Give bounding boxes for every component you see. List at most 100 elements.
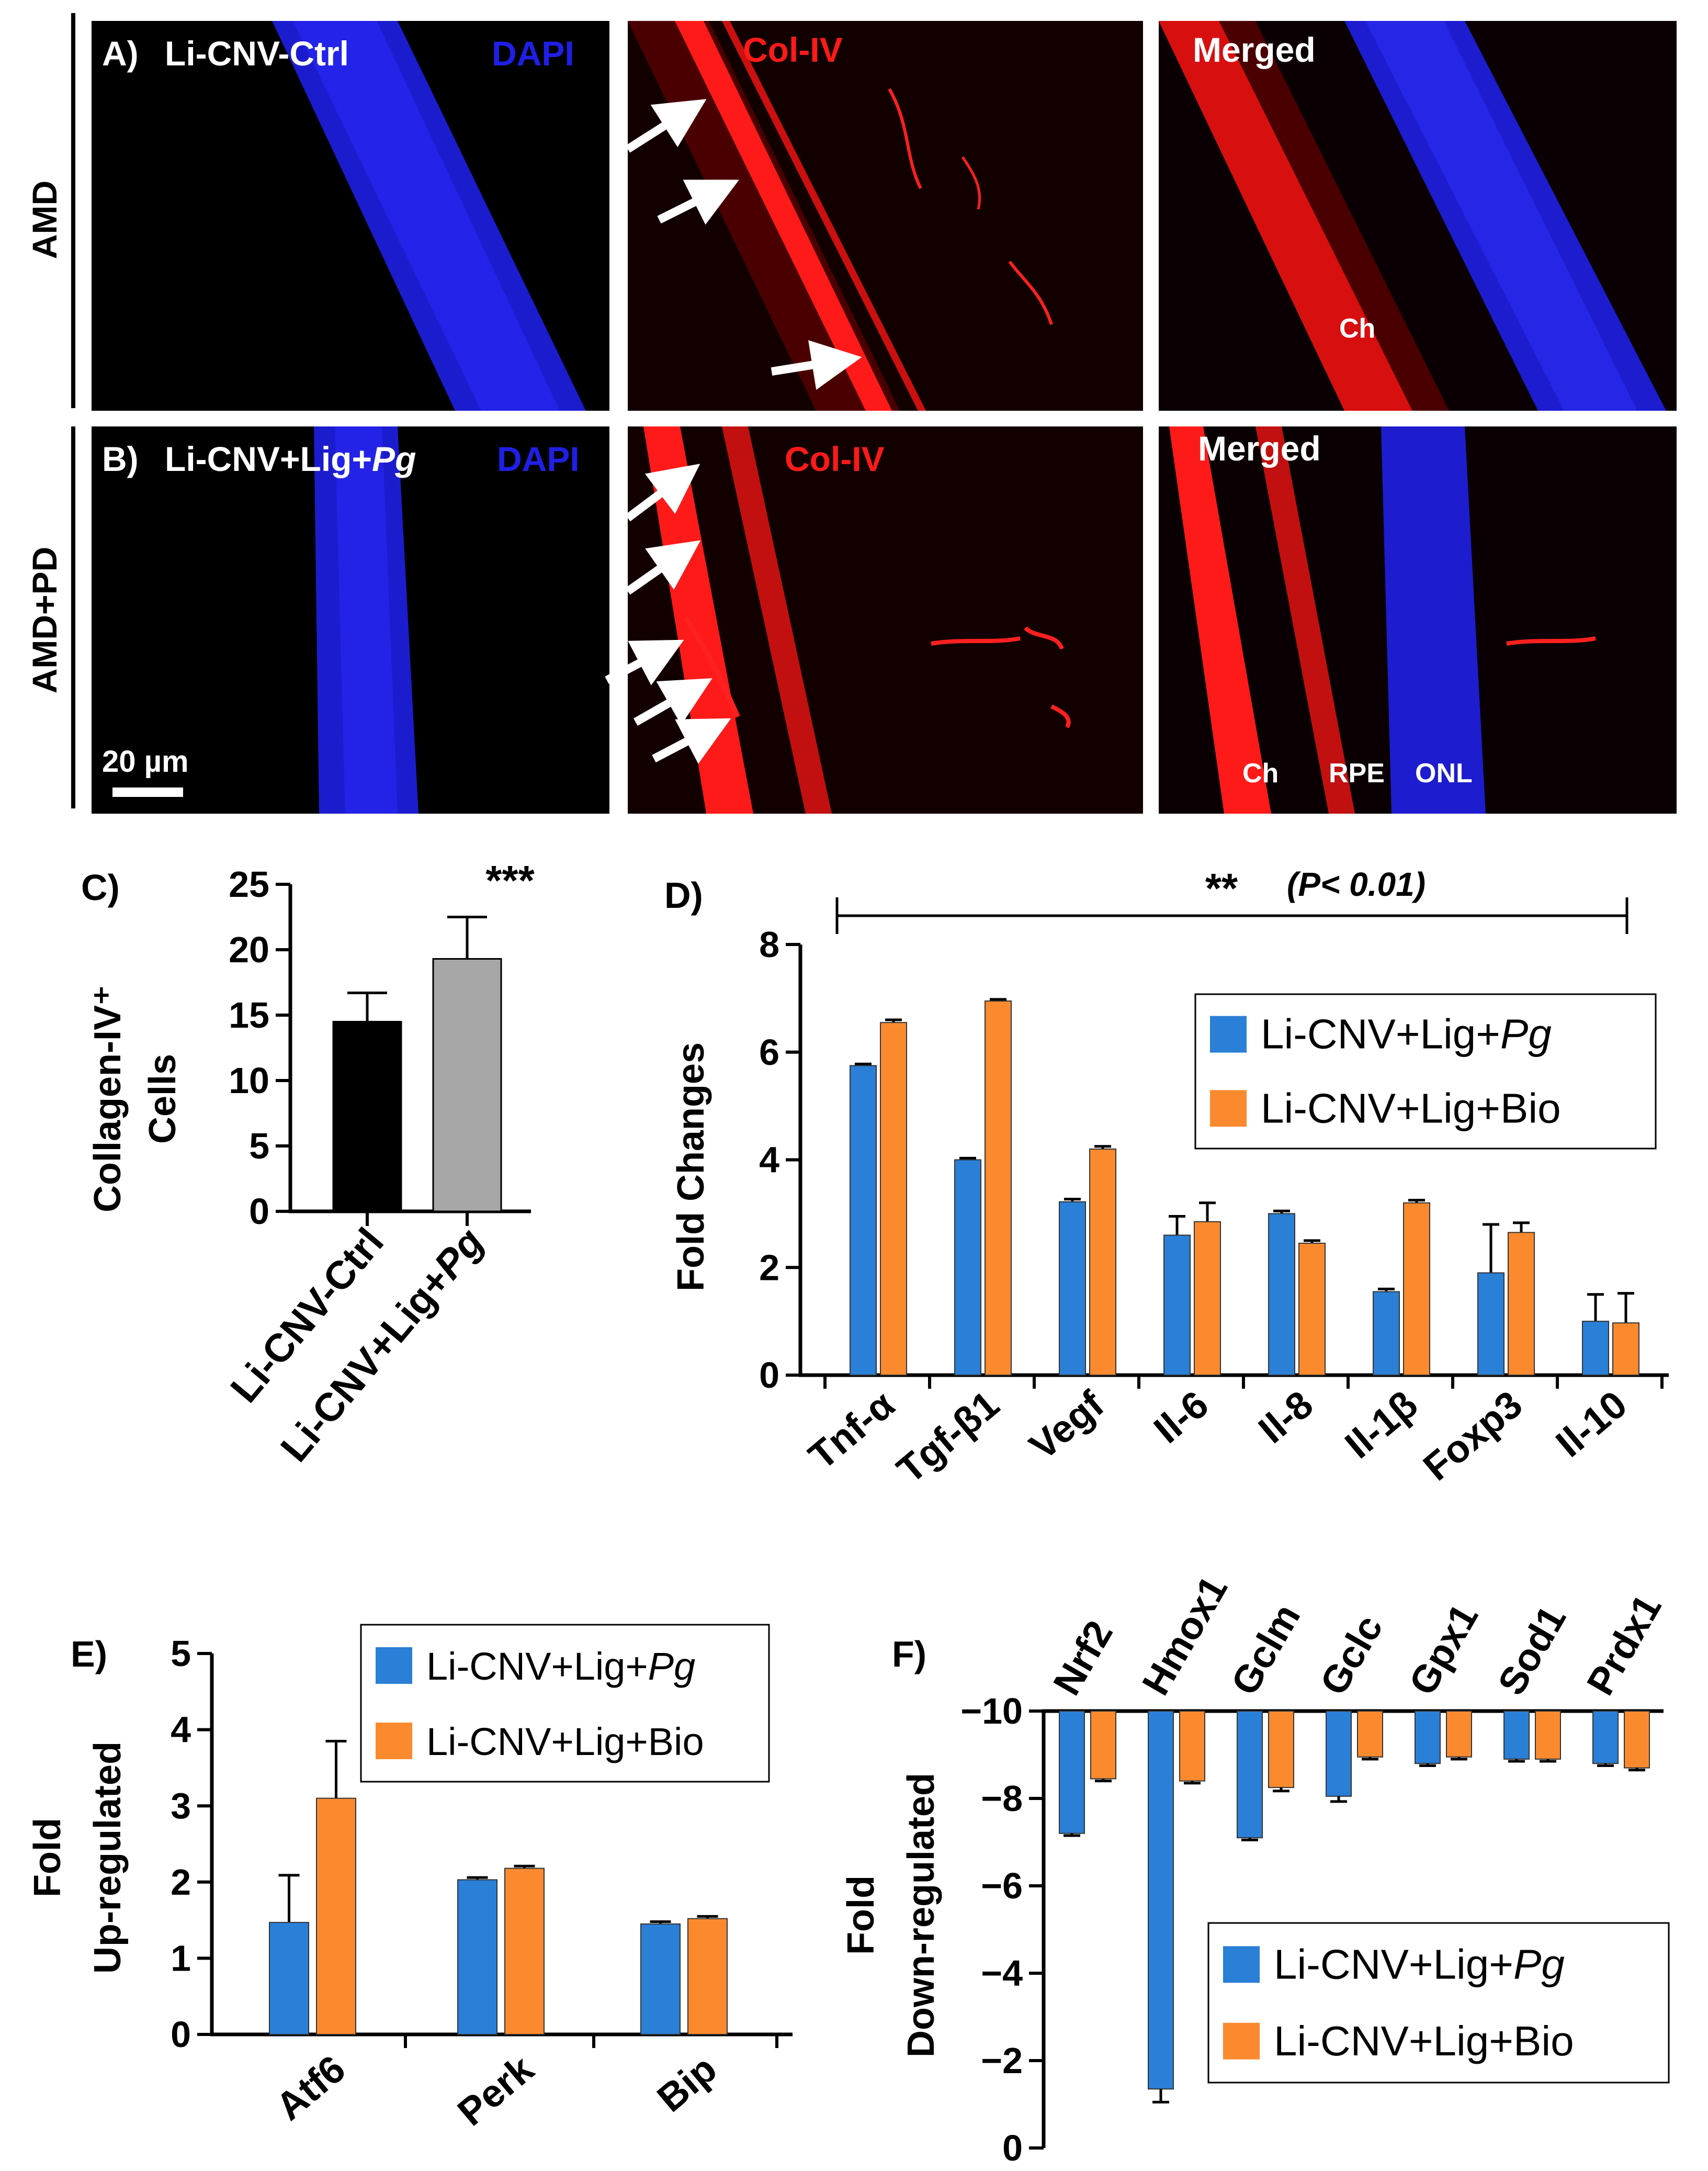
y-tick-label: −6 bbox=[981, 1865, 1023, 1906]
bar bbox=[1268, 1711, 1294, 1788]
bar bbox=[1582, 1321, 1609, 1376]
bar bbox=[1403, 1202, 1430, 1376]
legend-swatch bbox=[376, 1647, 412, 1684]
x-tick-label: Nrf2 bbox=[1045, 1613, 1121, 1702]
arrow-icon bbox=[771, 340, 862, 390]
x-tick-label: Sod1 bbox=[1489, 1599, 1574, 1702]
y-tick-label: 15 bbox=[229, 995, 269, 1036]
scale-bar bbox=[112, 788, 183, 797]
bar bbox=[687, 1918, 728, 2035]
chart-c: C) Collagen-IV⁺ Cells *** 0510152025Li-C… bbox=[81, 857, 535, 1470]
bar bbox=[1415, 1711, 1441, 1764]
legend-label: Li-CNV+Lig+Bio bbox=[426, 1720, 704, 1763]
x-tick-label: Bip bbox=[649, 2047, 725, 2120]
x-tick-label: Vegf bbox=[1021, 1382, 1112, 1468]
y-tick-label: 0 bbox=[1002, 2128, 1023, 2168]
chart-e-panel-label: E) bbox=[71, 1634, 107, 1674]
bar bbox=[1612, 1322, 1639, 1376]
legend-label: Li-CNV+Lig+Bio bbox=[1261, 1085, 1561, 1131]
panel-a-title: Li-CNV-Ctrl bbox=[165, 34, 349, 73]
chart-c-ylabel-1: Collagen-IV⁺ bbox=[87, 985, 129, 1212]
y-tick-label: 5 bbox=[249, 1126, 269, 1166]
micrograph-grid: AMD AMD+PD A) Li-CNV-Ctrl DAPI Col-IV bbox=[25, 13, 1677, 814]
bar bbox=[1535, 1711, 1561, 1760]
legend-label: Li-CNV+Lig+Pg bbox=[1274, 1941, 1565, 1987]
bar bbox=[880, 1022, 907, 1376]
y-tick-label: 20 bbox=[229, 929, 269, 970]
bar bbox=[985, 1000, 1012, 1376]
bar bbox=[504, 1868, 545, 2035]
bar bbox=[1592, 1711, 1619, 1764]
chart-d: D) Fold Changes ** (P< 0.01) 0 2 4 6 8 Tnf-αT… bbox=[664, 865, 1669, 1492]
y-tick-label: 1 bbox=[171, 1938, 191, 1978]
legend-swatch bbox=[376, 1723, 412, 1759]
chart-f-ylabel-2: Down-regulated bbox=[900, 1773, 942, 2057]
x-tick-label: Gpx1 bbox=[1400, 1596, 1486, 1702]
panel-b-merged-label: Merged bbox=[1198, 429, 1321, 468]
panel-b-col-iv: Col-IV bbox=[605, 426, 1143, 814]
panel-a-ch-label: Ch bbox=[1339, 313, 1375, 344]
x-tick-label: Foxp3 bbox=[1415, 1382, 1530, 1489]
legend-box bbox=[1207, 1922, 1670, 2084]
chart-e: E) Fold Up-regulated 0 1 2 3 4 5 Atf6 Perk Bip Li… bbox=[27, 1624, 793, 2134]
panel-a-col-label: Col-IV bbox=[743, 30, 843, 69]
bar bbox=[457, 1879, 497, 2035]
chart-f-ylabel-1: Fold bbox=[840, 1875, 882, 1955]
bar bbox=[1089, 1148, 1116, 1376]
arrow-icon bbox=[652, 718, 731, 764]
x-tick-label: Il-1β bbox=[1337, 1382, 1426, 1467]
x-tick-label: Gclc bbox=[1311, 1608, 1391, 1702]
x-tick-label: Gclm bbox=[1223, 1596, 1308, 1702]
panel-b-rpe-label: RPE bbox=[1329, 758, 1385, 789]
panel-b-title: Li-CNV+Lig+Pg bbox=[165, 440, 416, 478]
row-label-amd: AMD bbox=[25, 181, 64, 259]
bar bbox=[1477, 1272, 1505, 1376]
bar bbox=[1090, 1711, 1116, 1780]
legend-swatch bbox=[1210, 1090, 1247, 1127]
bar bbox=[1268, 1213, 1295, 1376]
x-tick-label: Prdx1 bbox=[1578, 1587, 1670, 1702]
bar bbox=[1357, 1711, 1383, 1758]
legend-box bbox=[1194, 993, 1657, 1150]
bar bbox=[1624, 1711, 1650, 1769]
arrow-icon bbox=[625, 99, 707, 153]
legend-swatch bbox=[1223, 2022, 1260, 2060]
bar bbox=[1373, 1291, 1400, 1376]
x-tick-label: Il-6 bbox=[1146, 1382, 1216, 1452]
row-label-amd-pd: AMD+PD bbox=[25, 547, 64, 694]
y-tick-label: 6 bbox=[759, 1032, 779, 1073]
legend-box bbox=[360, 1624, 770, 1783]
bar bbox=[1298, 1242, 1326, 1376]
arrow-icon bbox=[625, 464, 700, 522]
arrow-icon bbox=[657, 179, 739, 225]
y-tick-label: 2 bbox=[759, 1247, 779, 1288]
y-tick-label: 10 bbox=[229, 1060, 269, 1101]
panel-a-dapi: A) Li-CNV-Ctrl DAPI bbox=[92, 21, 609, 411]
bar bbox=[640, 1923, 681, 2035]
bar bbox=[1508, 1232, 1535, 1376]
bar bbox=[269, 1921, 309, 2035]
x-tick-label: Perk bbox=[449, 2046, 542, 2134]
legend-swatch bbox=[1223, 1946, 1260, 1983]
x-tick-label: Hmox1 bbox=[1134, 1569, 1236, 1702]
arrow-icon bbox=[634, 678, 712, 726]
chart-c-ylabel-2: Cells bbox=[142, 1054, 184, 1144]
y-tick-label: 4 bbox=[171, 1709, 191, 1750]
chart-d-significance-p: (P< 0.01) bbox=[1287, 865, 1426, 903]
chart-c-panel-label: C) bbox=[81, 867, 120, 908]
legend-swatch bbox=[1210, 1016, 1247, 1053]
panel-a-merged: Merged Ch bbox=[1159, 21, 1677, 411]
x-tick-label: Atf6 bbox=[268, 2047, 354, 2129]
y-tick-label: 0 bbox=[759, 1355, 779, 1396]
arrow-icon bbox=[605, 639, 684, 685]
y-tick-label: −10 bbox=[960, 1691, 1023, 1731]
chart-f: F) Fold Down-regulated 0 −2 −4 −6 −8 −10 Nrf2 H… bbox=[840, 1569, 1670, 2168]
bar bbox=[954, 1159, 981, 1376]
bar bbox=[1059, 1201, 1086, 1376]
x-tick-label: Tgf-β1 bbox=[889, 1382, 1007, 1492]
panel-b-letter: B) bbox=[102, 440, 139, 478]
bar bbox=[1446, 1711, 1472, 1758]
chart-d-significance-stars: ** bbox=[1205, 865, 1238, 912]
x-tick-label: Il-10 bbox=[1547, 1382, 1635, 1466]
bar bbox=[332, 1021, 402, 1212]
